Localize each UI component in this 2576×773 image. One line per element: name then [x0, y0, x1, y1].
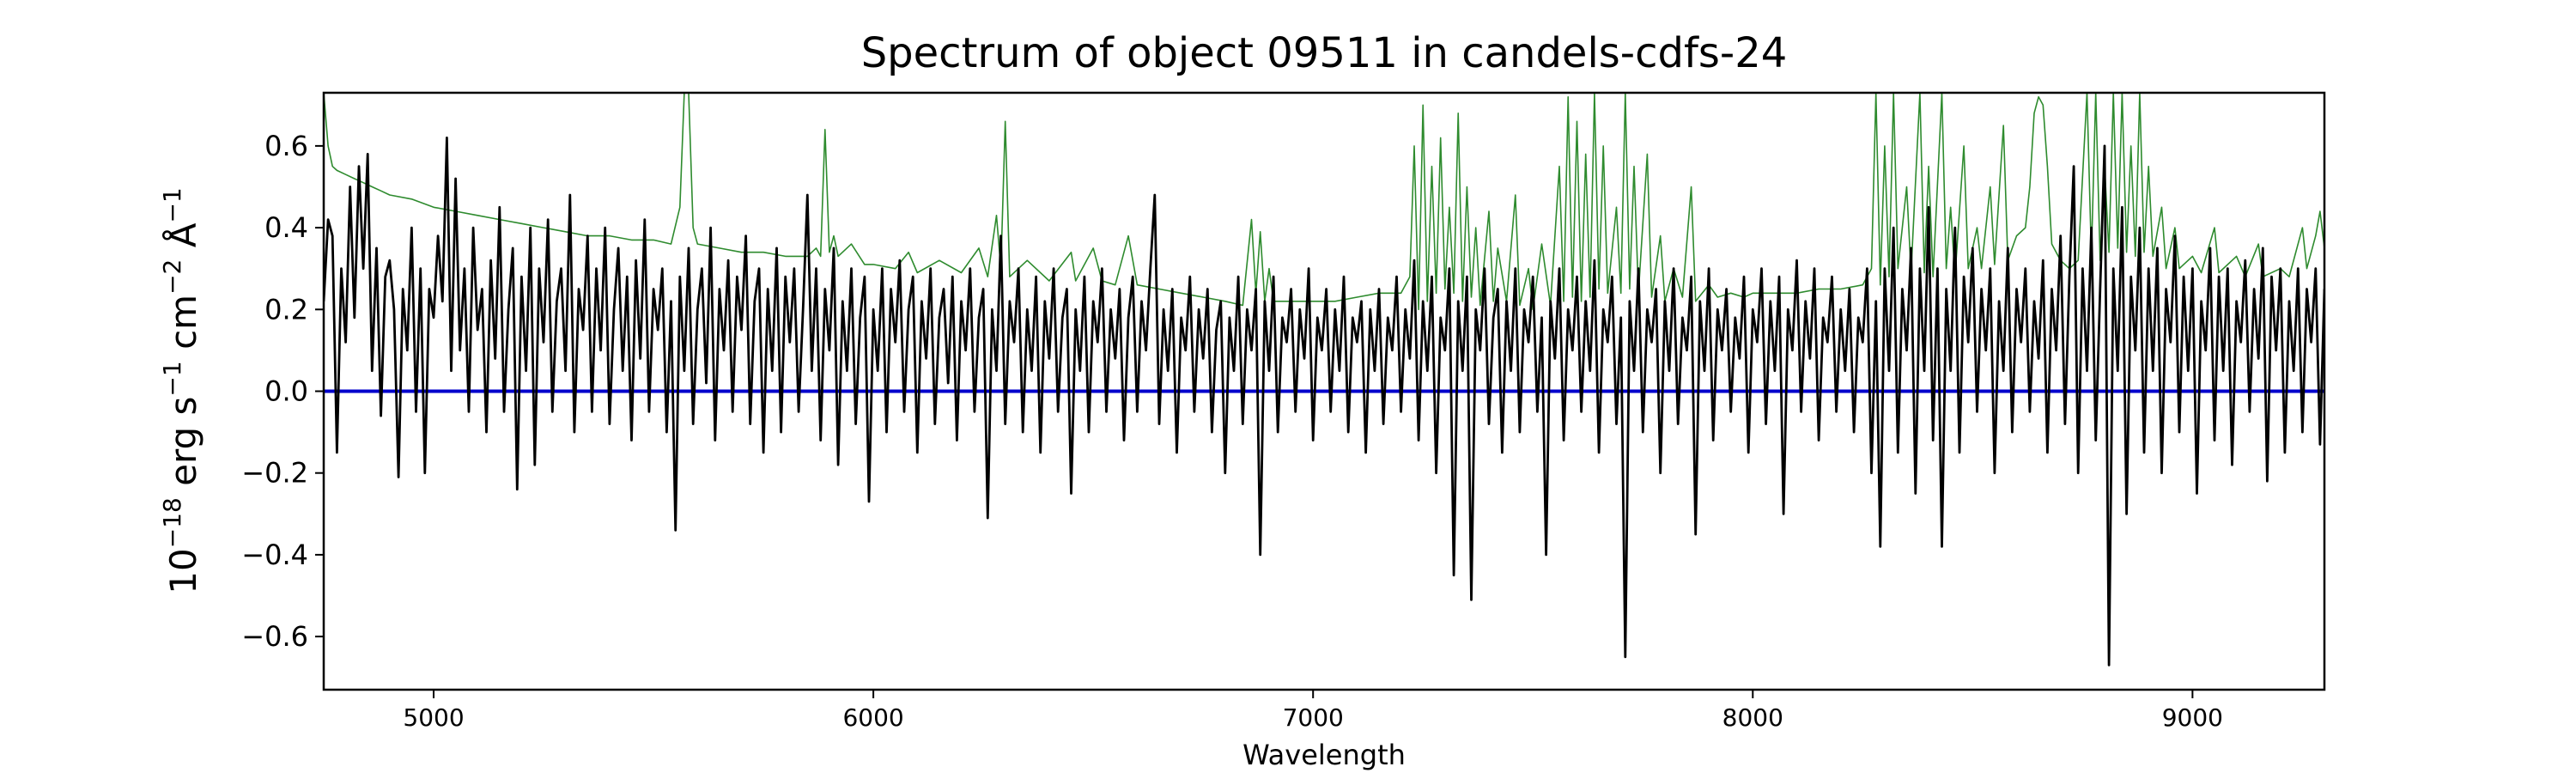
x-tick-label: 7000 — [1283, 703, 1344, 732]
flux-series-line — [324, 136, 2324, 666]
x-axis-label: Wavelength — [1242, 739, 1406, 771]
y-axis: −0.6 −0.4 −0.2 0.0 0.2 0.4 0.6 — [241, 130, 324, 653]
y-axis-label-base: 10 — [162, 548, 204, 593]
y-axis-label-erg-s: erg s — [162, 397, 204, 498]
y-tick-label: 0.2 — [264, 293, 308, 326]
y-tick-label: 0.4 — [264, 211, 308, 244]
y-tick-label: 0.6 — [264, 130, 308, 162]
y-axis-label-exp-s: −1 — [158, 361, 186, 396]
y-axis-label-angstrom: Å — [161, 222, 204, 259]
y-tick-label: 0.0 — [264, 375, 308, 408]
x-tick-label: 5000 — [403, 703, 464, 732]
y-axis-label-exp-base: −18 — [158, 497, 186, 548]
y-axis-label-exp-cm: −2 — [158, 259, 186, 295]
y-axis-label: 10−18 erg s−1 cm−2 Å−1 — [158, 187, 204, 593]
chart-title: Spectrum of object 09511 in candels-cdfs… — [861, 29, 1788, 77]
y-tick-label: −0.6 — [241, 620, 308, 653]
series-layer — [324, 93, 2324, 666]
y-tick-label: −0.4 — [241, 539, 308, 571]
x-tick-label: 8000 — [1722, 703, 1783, 732]
x-tick-label: 9000 — [2162, 703, 2223, 732]
y-tick-label: −0.2 — [241, 457, 308, 490]
x-tick-label: 6000 — [842, 703, 903, 732]
y-axis-label-cm: cm — [162, 295, 204, 361]
x-axis: 5000 6000 7000 8000 9000 — [403, 690, 2223, 732]
y-axis-label-exp-angstrom: −1 — [158, 187, 186, 222]
